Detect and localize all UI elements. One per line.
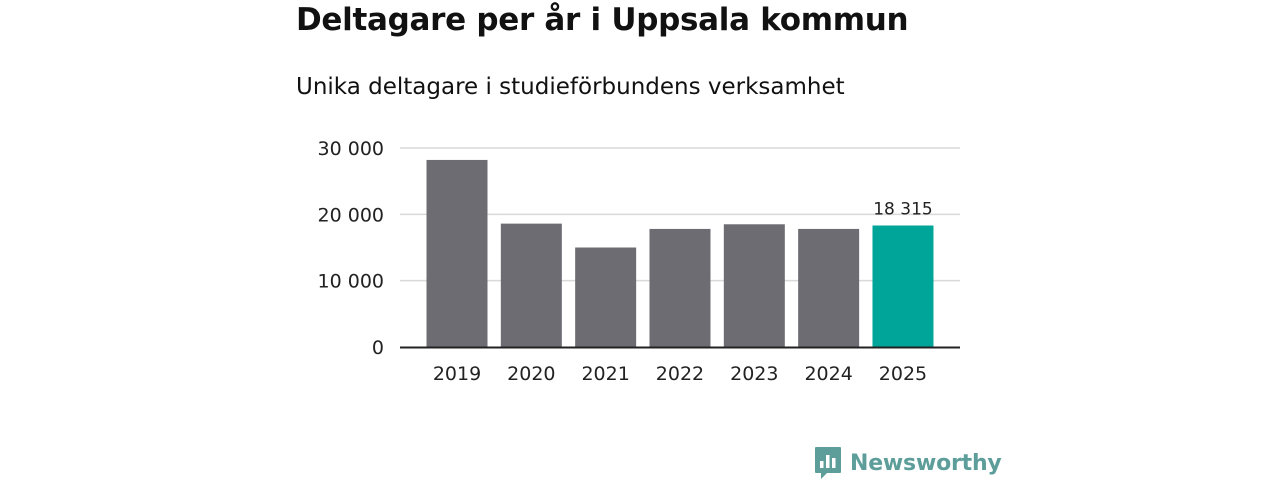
newsworthy-logo-text: Newsworthy [850, 450, 1002, 476]
x-tick-label: 2022 [656, 363, 704, 385]
x-tick-label: 2021 [581, 363, 629, 385]
x-tick-label: 2024 [804, 363, 852, 385]
x-tick-label: 2023 [730, 363, 778, 385]
newsworthy-logo-icon [815, 447, 841, 479]
y-tick-label: 0 [372, 337, 384, 359]
bar [426, 159, 488, 347]
chart-title: Deltagare per år i Uppsala kommun [296, 2, 909, 38]
bar [575, 247, 637, 347]
x-tick-label: 2019 [433, 363, 481, 385]
newsworthy-logo[interactable]: Newsworthy [814, 446, 1002, 480]
bar [798, 228, 860, 347]
data-label: 18 315 [873, 200, 932, 220]
bar [649, 228, 711, 347]
bar-highlight [872, 225, 934, 347]
y-tick-label: 20 000 [318, 204, 384, 226]
bar [500, 223, 562, 347]
bar [723, 224, 785, 347]
x-tick-label: 2025 [879, 363, 927, 385]
y-tick-label: 30 000 [318, 138, 384, 160]
chart-subtitle: Unika deltagare i studieförbundens verks… [296, 74, 845, 100]
y-tick-label: 10 000 [318, 271, 384, 293]
x-tick-label: 2020 [507, 363, 555, 385]
